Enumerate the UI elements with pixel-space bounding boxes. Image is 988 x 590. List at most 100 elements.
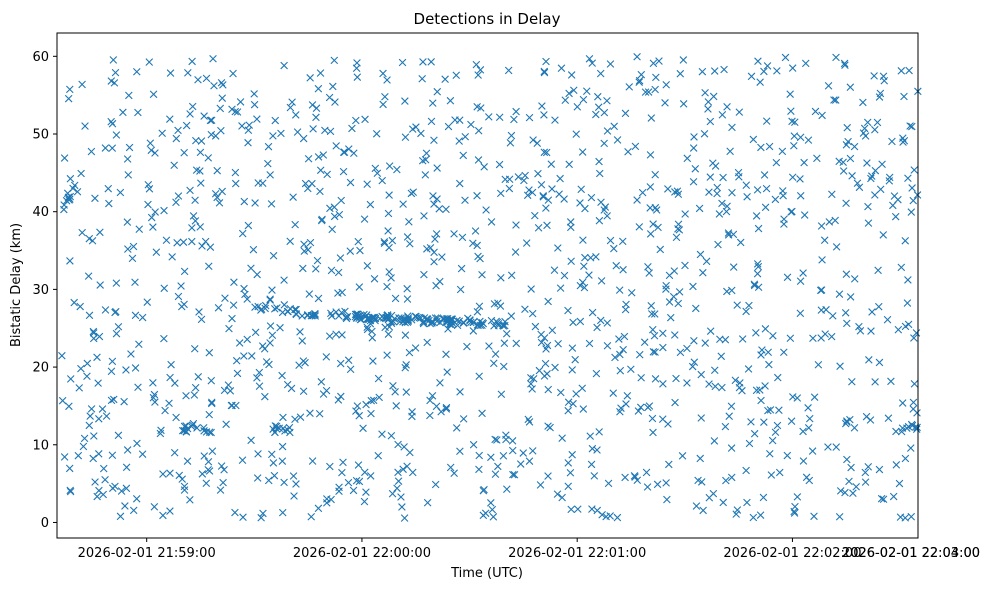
data-point: [550, 266, 559, 274]
data-point: [569, 86, 578, 95]
data-point: [596, 69, 605, 78]
data-point: [304, 184, 312, 193]
data-point: [379, 69, 387, 78]
data-point: [521, 305, 529, 314]
data-point: [906, 122, 914, 130]
data-point: [644, 403, 652, 412]
data-point: [754, 57, 762, 66]
data-point: [491, 470, 500, 478]
data-point: [152, 248, 161, 256]
data-point: [258, 342, 267, 350]
data-point: [388, 236, 397, 245]
data-point: [627, 288, 636, 297]
data-point: [791, 118, 799, 126]
x-tick-label: 2026-02-01 22:01:00: [508, 546, 646, 561]
data-point: [711, 162, 720, 170]
data-point: [522, 239, 531, 247]
data-point: [771, 428, 780, 437]
data-point: [494, 319, 503, 328]
data-point: [391, 294, 400, 303]
data-point: [406, 239, 414, 248]
data-point: [102, 412, 111, 420]
data-point: [162, 236, 171, 245]
data-point: [527, 380, 535, 388]
data-point: [89, 329, 98, 337]
data-point: [138, 313, 147, 322]
data-point: [904, 276, 912, 284]
data-point: [112, 307, 120, 316]
data-point: [832, 443, 841, 451]
data-point: [763, 62, 772, 70]
data-point: [744, 365, 753, 373]
data-point: [435, 204, 444, 213]
data-point: [193, 424, 201, 432]
data-point: [430, 248, 438, 257]
data-point: [381, 323, 389, 332]
data-point: [401, 331, 410, 339]
data-point: [160, 334, 168, 343]
data-point: [754, 224, 763, 233]
data-point: [111, 68, 120, 77]
data-point: [651, 375, 660, 383]
data-point: [511, 248, 520, 256]
data-point: [650, 331, 659, 340]
data-point: [651, 348, 659, 356]
data-point: [378, 176, 386, 185]
data-point: [190, 344, 199, 353]
data-point: [901, 236, 910, 245]
data-point: [314, 504, 323, 513]
data-point: [592, 110, 600, 119]
data-point: [159, 511, 167, 520]
data-point: [564, 406, 572, 415]
data-point: [167, 360, 175, 369]
data-point: [168, 253, 176, 261]
data-point: [461, 132, 470, 141]
data-point: [756, 78, 764, 86]
data-point: [314, 294, 323, 303]
data-point: [519, 449, 528, 457]
data-point: [867, 327, 875, 335]
data-point: [822, 305, 830, 314]
data-point: [98, 405, 107, 413]
data-point: [374, 451, 383, 460]
data-point: [369, 396, 378, 405]
data-point: [569, 318, 577, 327]
data-point: [473, 308, 482, 316]
data-point: [233, 369, 242, 378]
data-point: [446, 463, 455, 472]
data-point: [889, 201, 897, 210]
data-point: [879, 495, 888, 504]
data-point: [306, 238, 315, 247]
data-point: [903, 299, 912, 307]
data-point: [478, 270, 486, 279]
data-point: [461, 196, 469, 205]
data-point: [317, 216, 326, 225]
data-point: [874, 302, 883, 311]
data-point: [337, 196, 346, 205]
data-point: [502, 431, 510, 439]
data-point: [218, 187, 226, 196]
data-point: [699, 506, 707, 515]
data-point: [232, 401, 240, 410]
data-point: [704, 98, 713, 106]
data-point: [308, 457, 317, 465]
data-point: [713, 183, 722, 192]
data-point: [239, 513, 247, 522]
data-point: [874, 266, 882, 275]
data-point: [433, 87, 442, 96]
data-point: [150, 503, 159, 511]
data-point: [793, 394, 802, 402]
data-point: [564, 459, 573, 467]
data-point: [742, 466, 750, 475]
data-point: [836, 362, 844, 371]
data-point: [847, 463, 855, 472]
data-point: [182, 121, 191, 130]
data-point: [836, 487, 845, 495]
y-tick-label: 30: [32, 283, 49, 298]
data-point: [557, 64, 566, 73]
data-point: [585, 271, 593, 279]
data-point: [207, 376, 216, 385]
data-point: [588, 308, 597, 317]
data-point: [831, 216, 839, 225]
